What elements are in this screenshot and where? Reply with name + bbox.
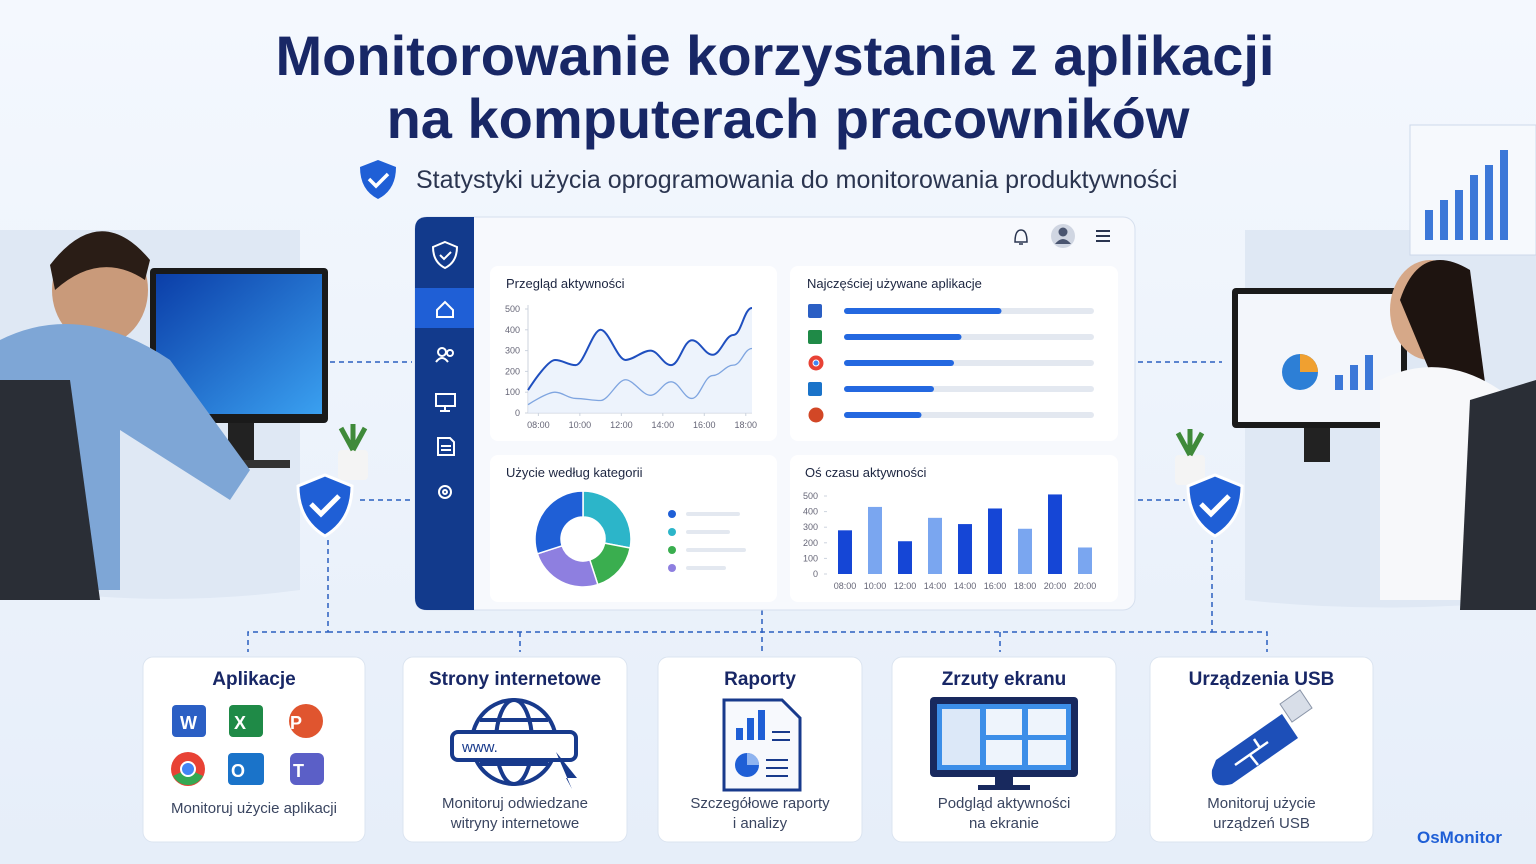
card-desc: na ekranie	[969, 815, 1039, 832]
svg-text:P: P	[290, 713, 302, 733]
title-line: Monitorowanie korzystania z aplikacji	[276, 24, 1275, 87]
y-tick-label: 500	[505, 304, 520, 314]
bar	[844, 308, 1002, 314]
card-title: Strony internetowe	[429, 669, 601, 690]
x-tick-label: 08:00	[527, 420, 550, 430]
x-tick-label: 12:00	[610, 420, 633, 430]
area	[528, 307, 752, 413]
bar	[1078, 547, 1092, 574]
x-tick-label: 12:00	[894, 581, 917, 591]
card-desc: Monitoruj użycie	[1207, 795, 1315, 812]
card-desc: Monitoruj użycie aplikacji	[171, 800, 337, 817]
card-title: Zrzuty ekranu	[942, 669, 1067, 690]
y-tick-label: 0	[813, 569, 818, 579]
panel-title: Przegląd aktywności	[506, 276, 625, 291]
line	[527, 306, 753, 391]
y-tick-label: 500	[803, 491, 818, 501]
card-desc: Monitoruj odwiedzane	[442, 795, 588, 812]
svg-text:X: X	[234, 713, 246, 733]
card-icons-usb	[1211, 689, 1313, 786]
sidebar-icons	[431, 240, 459, 499]
x-tick-label: 08:00	[834, 581, 857, 591]
x-tick-label: 18:00	[1014, 581, 1037, 591]
shield-left	[296, 473, 354, 538]
panel-title: Najczęściej używane aplikacje	[807, 276, 982, 291]
topbar-icons	[1014, 224, 1110, 248]
y-tick-label: 400	[505, 325, 520, 335]
sidebar	[415, 217, 474, 610]
title-line: na komputerach pracowników	[387, 87, 1190, 150]
panel-title: Użycie według kategorii	[506, 465, 643, 480]
svg-text:O: O	[231, 761, 245, 781]
url-text: www.	[461, 739, 498, 756]
bar	[1018, 528, 1032, 574]
bar	[928, 517, 942, 574]
sidebar-active[interactable]	[415, 288, 474, 328]
panel-title: Oś czasu aktywności	[805, 465, 926, 480]
y-tick-label: 200	[803, 538, 818, 548]
x-tick-label: 20:00	[1074, 581, 1097, 591]
y-tick-label: 400	[803, 507, 818, 517]
card-icons-apps: W X P O T	[171, 704, 324, 786]
card-icons-report	[722, 698, 802, 792]
x-tick-label: 18:00	[735, 420, 758, 430]
donut-slice	[536, 544, 599, 588]
app-icons	[808, 304, 824, 423]
x-tick-label: 10:00	[569, 420, 592, 430]
bar	[838, 530, 852, 574]
y-tick-label: 200	[505, 366, 520, 376]
bar	[844, 412, 922, 418]
svg-text:T: T	[293, 761, 304, 781]
shield-right	[1186, 473, 1244, 538]
subtitle: Statystyki użycia oprogramowania do moni…	[416, 166, 1177, 194]
card-icons-screen	[930, 697, 1078, 790]
bar	[844, 360, 954, 366]
card-desc: witryny internetowe	[450, 815, 579, 832]
x-tick-label: 10:00	[864, 581, 887, 591]
y-tick-label: 0	[515, 408, 520, 418]
bar	[844, 386, 934, 392]
donut-slice	[534, 490, 584, 555]
card-desc: i analizy	[733, 815, 788, 832]
x-tick-label: 16:00	[693, 420, 716, 430]
x-tick-label: 20:00	[1044, 581, 1067, 591]
left-scene	[0, 230, 368, 600]
feature-card	[142, 656, 366, 843]
card-desc: Podgląd aktywności	[938, 795, 1071, 812]
bar	[958, 524, 972, 574]
line	[527, 347, 753, 406]
bar	[868, 506, 882, 574]
bar	[1048, 494, 1062, 574]
x-tick-label: 14:00	[954, 581, 977, 591]
card-icons-web	[450, 698, 578, 789]
subtitle-shield	[360, 160, 396, 199]
right-scene	[1175, 124, 1536, 610]
card-title: Urządzenia USB	[1189, 669, 1335, 690]
brand: OsMonitor	[1417, 828, 1502, 847]
y-tick-label: 100	[803, 553, 818, 563]
card-desc: Szczegółowe raporty	[690, 795, 830, 812]
x-tick-label: 16:00	[984, 581, 1007, 591]
x-tick-label: 14:00	[924, 581, 947, 591]
x-tick-label: 14:00	[652, 420, 675, 430]
connectors	[247, 361, 1268, 652]
card-desc: urządzeń USB	[1213, 815, 1310, 832]
card-title: Aplikacje	[212, 669, 295, 690]
donut-slice	[582, 490, 632, 549]
y-tick-label: 300	[505, 346, 520, 356]
bar	[988, 508, 1002, 574]
bar	[844, 334, 962, 340]
card-title: Raporty	[724, 669, 796, 690]
donut-legend	[668, 510, 746, 572]
y-tick-label: 300	[803, 522, 818, 532]
svg-text:W: W	[180, 713, 197, 733]
bar	[898, 541, 912, 574]
y-tick-label: 100	[505, 387, 520, 397]
